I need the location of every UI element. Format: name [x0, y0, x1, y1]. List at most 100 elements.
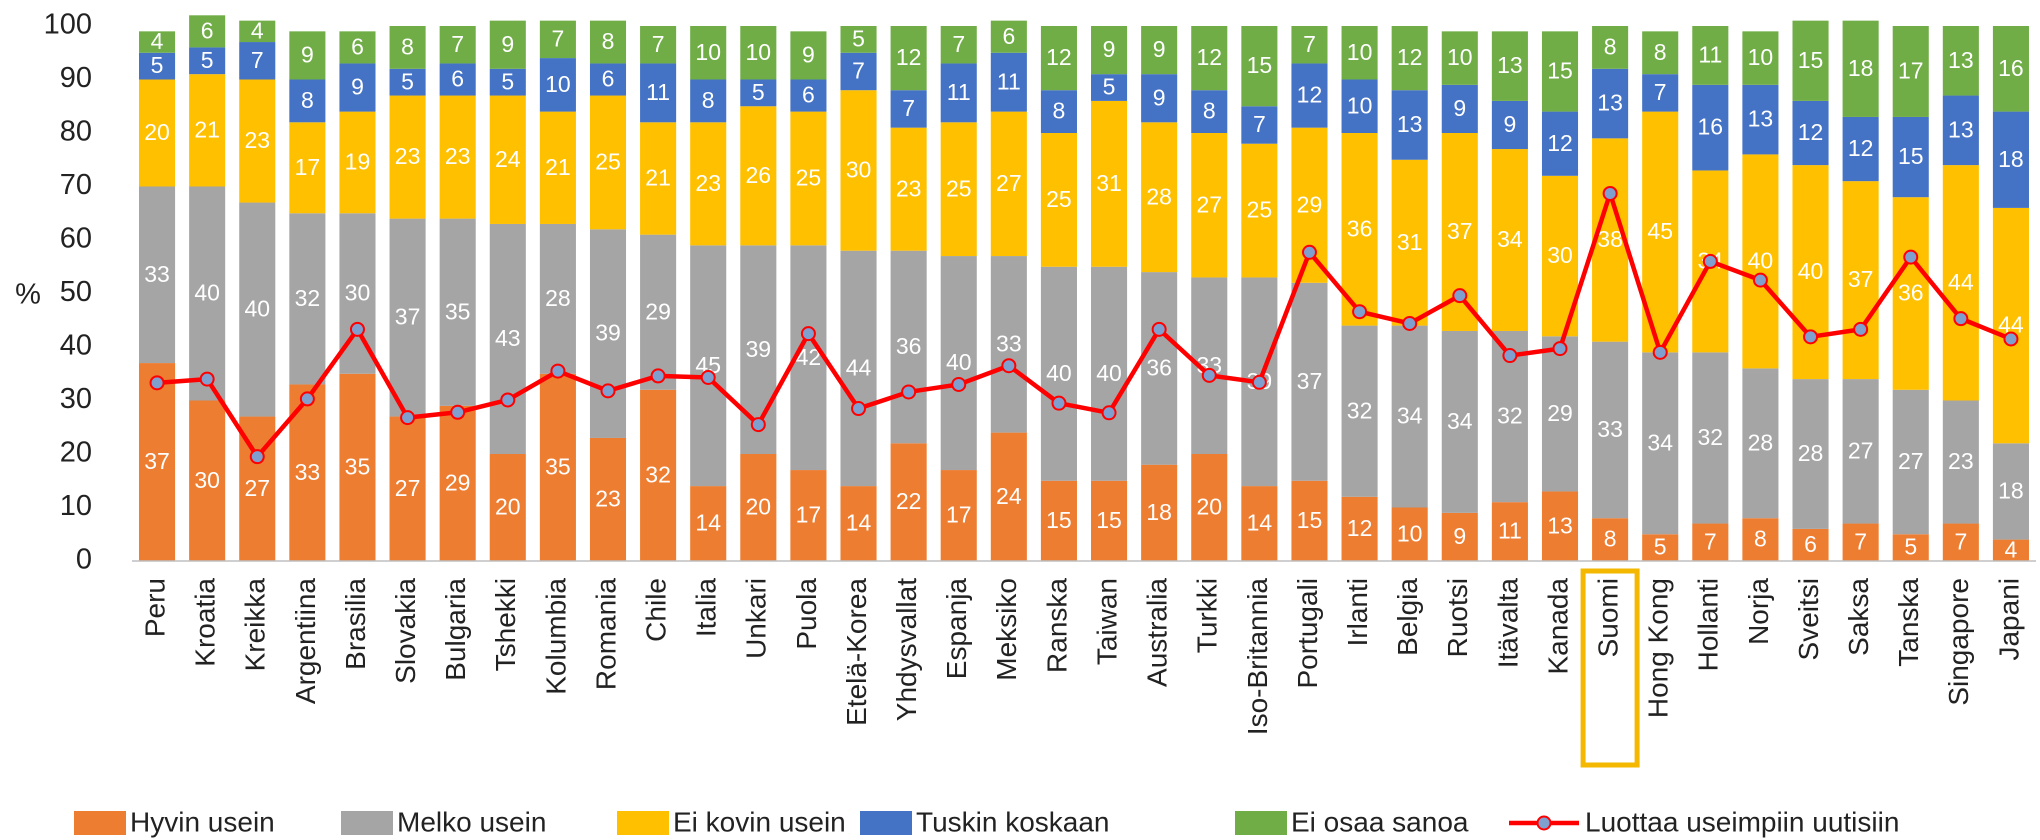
- data-label: 37: [144, 448, 170, 474]
- bar-segment: [740, 454, 777, 561]
- line-marker: [1251, 374, 1267, 390]
- data-label: 20: [144, 119, 170, 145]
- data-label: 7: [1253, 111, 1266, 137]
- bar-segment: [1291, 480, 1328, 561]
- bar-segment: [1742, 368, 1779, 519]
- x-tick-label: Hong Kong: [1643, 578, 1674, 718]
- x-tick-label: Kanada: [1542, 578, 1573, 675]
- bar-segment: [940, 63, 977, 123]
- y-tick-label: 100: [44, 9, 92, 41]
- bar-segment: [189, 400, 226, 561]
- data-label: 32: [295, 285, 321, 311]
- bar-segment: [940, 256, 977, 471]
- data-label: 12: [1046, 44, 1072, 70]
- data-label: 7: [1654, 79, 1667, 105]
- data-label: 40: [946, 349, 972, 375]
- data-label: 10: [695, 39, 721, 65]
- data-label: 5: [1103, 74, 1116, 100]
- data-label: 7: [952, 31, 965, 57]
- bar-segment: [1391, 26, 1428, 91]
- line-marker: [1201, 367, 1217, 383]
- bar-segment: [289, 79, 326, 123]
- bar-segment: [1491, 100, 1528, 150]
- data-label: 23: [695, 170, 721, 196]
- bar-segment: [1341, 79, 1378, 133]
- data-label: 39: [746, 336, 772, 362]
- data-label: 40: [244, 296, 270, 322]
- data-label: 20: [495, 494, 521, 520]
- data-label: 9: [501, 31, 514, 57]
- data-label: 33: [996, 330, 1022, 356]
- bar-segment: [890, 127, 927, 251]
- bar-segment: [690, 245, 727, 487]
- data-label: 12: [1196, 44, 1222, 70]
- data-label: 33: [1597, 416, 1623, 442]
- bar-segment: [489, 454, 526, 561]
- data-label: 12: [1798, 119, 1824, 145]
- bar-segment: [539, 223, 576, 374]
- bar-segment: [1592, 138, 1629, 342]
- data-label: 15: [1547, 58, 1573, 84]
- legend-swatch: [341, 811, 393, 835]
- bar-segment: [740, 26, 777, 80]
- data-label: 21: [545, 154, 571, 180]
- data-label: 9: [301, 42, 314, 68]
- bar-segment: [1742, 518, 1779, 561]
- data-label: 12: [1848, 135, 1874, 161]
- bar-segment: [1842, 379, 1879, 524]
- bar-segment: [640, 122, 677, 235]
- data-label: 8: [702, 87, 715, 113]
- x-tick-label: Suomi: [1592, 578, 1623, 657]
- bar-segment: [139, 363, 176, 561]
- bar-segment: [189, 47, 226, 75]
- data-label: 12: [896, 44, 922, 70]
- bar-segment: [339, 31, 376, 64]
- legend-label: Luottaa useimpiin uutisiin: [1585, 806, 1899, 837]
- bar-segment: [1191, 454, 1228, 561]
- x-tick-label: Itävalta: [1492, 578, 1523, 669]
- data-label: 6: [351, 33, 364, 59]
- data-label: 7: [1704, 528, 1717, 554]
- bar-segment: [1892, 116, 1929, 198]
- data-label: 31: [1397, 229, 1423, 255]
- data-label: 10: [1347, 39, 1373, 65]
- line-marker: [1101, 405, 1117, 421]
- bar-segment: [1391, 507, 1428, 561]
- data-label: 7: [551, 25, 564, 51]
- data-label: 37: [1848, 266, 1874, 292]
- bar-segment: [1441, 84, 1478, 133]
- x-tick-label: Belgia: [1392, 578, 1423, 656]
- line-marker: [199, 371, 215, 387]
- legend-label: Hyvin usein: [130, 806, 275, 837]
- bar-segment: [439, 218, 476, 406]
- data-label: 7: [1954, 528, 1967, 554]
- data-label: 33: [295, 459, 321, 485]
- bar-segment: [1692, 84, 1729, 171]
- bar-segment: [1141, 26, 1178, 75]
- data-label: 16: [1698, 114, 1724, 140]
- y-tick-label: 0: [76, 544, 92, 576]
- bar-segment: [1992, 539, 2029, 561]
- data-label: 8: [301, 87, 314, 113]
- data-label: 13: [1948, 47, 1974, 73]
- line-marker: [1352, 304, 1368, 320]
- bar-segment: [990, 256, 1027, 433]
- bar-segment: [1942, 165, 1979, 401]
- bar-segment: [1942, 523, 1979, 561]
- bar-segment: [1792, 528, 1829, 561]
- bar-segment: [1291, 26, 1328, 64]
- line-marker: [1953, 311, 1969, 327]
- data-label: 27: [1898, 448, 1924, 474]
- data-label: 19: [345, 149, 371, 175]
- bar-segment: [1892, 389, 1929, 535]
- bar-segment: [539, 111, 576, 224]
- data-label: 6: [602, 66, 615, 92]
- line-marker: [1652, 344, 1668, 360]
- data-label: 13: [1397, 111, 1423, 137]
- data-label: 25: [595, 149, 621, 175]
- bar-segment: [489, 223, 526, 454]
- line-marker: [400, 410, 416, 426]
- bar-segment: [489, 95, 526, 224]
- data-label: 24: [996, 483, 1022, 509]
- data-label: 21: [645, 165, 671, 191]
